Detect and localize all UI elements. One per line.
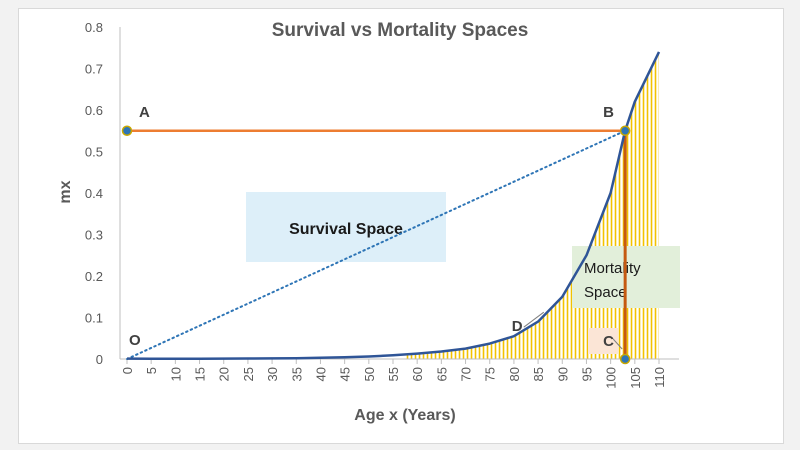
x-tick-label: 65	[434, 367, 449, 381]
y-tick-label: 0.8	[85, 20, 103, 35]
x-tick-label: 100	[604, 367, 619, 389]
y-tick-label: 0.1	[85, 311, 103, 326]
x-tick-label: 85	[531, 367, 546, 381]
survival-space-label: Survival Space	[289, 221, 403, 238]
y-tick-label: 0.2	[85, 269, 103, 284]
x-tick-label: 35	[289, 367, 304, 381]
x-axis-label: Age x (Years)	[354, 407, 455, 424]
point-label-b: B	[603, 104, 614, 121]
mx-curve-line	[126, 51, 661, 361]
axes: 0 0.1 0.2 0.3 0.4 0.5 0.6 0.7 0.8 0 5 10 15 20 25 30 35 4…	[85, 20, 679, 389]
point-marker-c	[619, 353, 631, 365]
point-d-leader	[523, 311, 545, 328]
y-tick-label: 0.4	[85, 186, 103, 201]
point-marker-a	[121, 125, 133, 136]
y-tick-label: 0.7	[85, 62, 103, 77]
x-tick-label: 20	[217, 367, 232, 381]
x-tick-label: 90	[555, 367, 570, 381]
x-tick-label: 40	[313, 367, 328, 381]
x-tick-label: 70	[459, 367, 474, 381]
y-tick-label: 0.5	[85, 145, 103, 160]
point-c-leader	[612, 338, 623, 350]
x-tick-label: 75	[483, 367, 498, 381]
x-tick-label: 25	[241, 367, 256, 381]
x-tick-label: 5	[144, 367, 159, 374]
point-label-c: C	[603, 333, 614, 350]
point-labels: A B C O D	[121, 104, 631, 365]
y-tick-label: 0	[96, 352, 103, 367]
point-label-a: A	[139, 104, 150, 121]
x-tick-label: 0	[120, 367, 135, 374]
x-tick-label: 45	[338, 367, 353, 381]
x-tick-label: 80	[507, 367, 522, 381]
point-c-box	[588, 328, 618, 354]
x-tick-label: 10	[168, 367, 183, 381]
x-tick-label: 105	[628, 367, 643, 389]
x-tick-label: 30	[265, 367, 280, 381]
point-label-o: O	[129, 332, 141, 349]
x-tick-label: 15	[193, 367, 208, 381]
x-tick-label: 95	[579, 367, 594, 381]
y-tick-label: 0.3	[85, 228, 103, 243]
point-marker-b	[619, 125, 631, 136]
x-tick-label: 60	[410, 367, 425, 381]
dotted-line-ob	[126, 129, 627, 360]
x-tick-label: 110	[652, 367, 667, 388]
x-tick-label: 55	[386, 367, 401, 381]
y-axis-label: mx	[57, 180, 74, 203]
y-tick-label: 0.6	[85, 103, 103, 118]
mx-curve	[126, 51, 661, 361]
overlay-lines	[126, 129, 627, 360]
x-tick-label: 50	[362, 367, 377, 381]
survival-space-box	[246, 192, 446, 262]
mortality-space-label-2: Space	[584, 284, 627, 301]
point-label-d: D	[512, 318, 523, 335]
chart-title: Survival vs Mortality Spaces	[272, 20, 529, 41]
mortality-space-label-1: Mortality	[584, 260, 641, 277]
